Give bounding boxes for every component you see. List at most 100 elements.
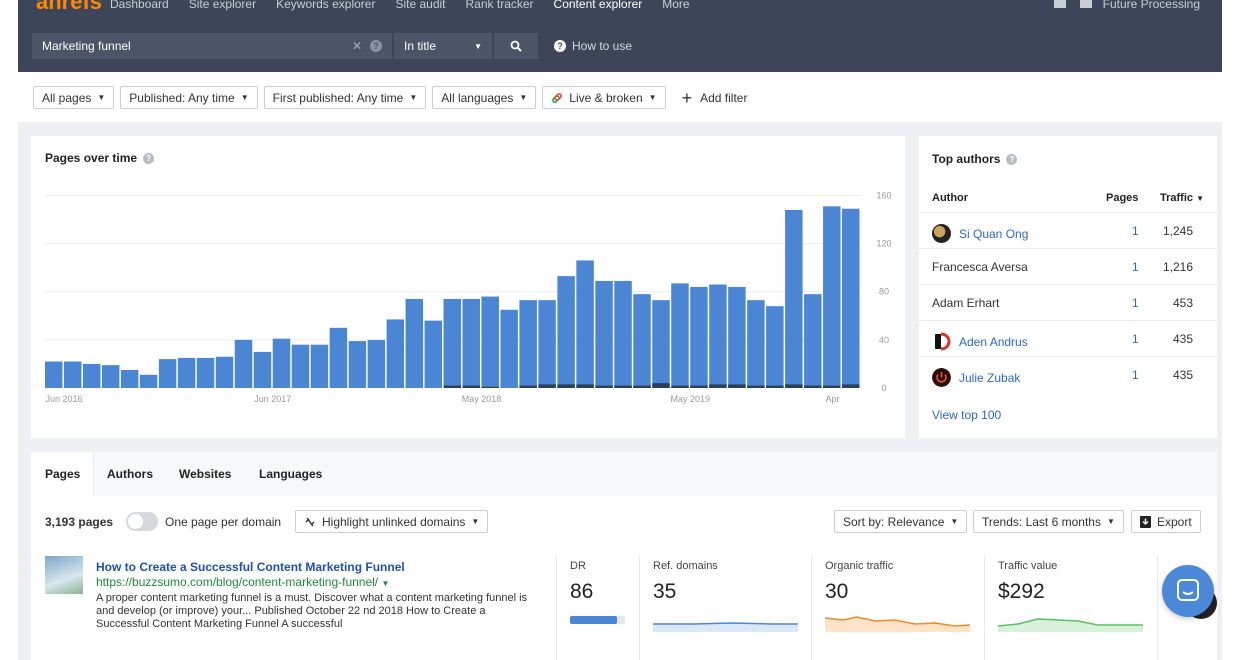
author-name-link[interactable]: Si Quan Ong bbox=[932, 224, 1028, 243]
search-button[interactable] bbox=[494, 33, 538, 59]
organic-traffic-sparkline bbox=[825, 616, 970, 632]
top-authors-card: Top authors ? Author Pages Traffic ▼ Si … bbox=[919, 136, 1217, 438]
how-to-use-label: How to use bbox=[572, 39, 633, 53]
settings-icon[interactable] bbox=[1054, 0, 1066, 8]
traffic-column-header[interactable]: Traffic ▼ bbox=[1160, 192, 1204, 204]
export-icon bbox=[1140, 515, 1151, 528]
user-menu[interactable]: Future Processing bbox=[1102, 0, 1200, 11]
extra-metric bbox=[1157, 556, 1205, 660]
ahrefs-logo[interactable]: ahrefs bbox=[36, 0, 103, 14]
tab-websites[interactable]: Websites bbox=[179, 467, 232, 481]
chevron-down-icon: ▼ bbox=[471, 517, 480, 526]
one-page-per-domain-toggle[interactable] bbox=[126, 512, 158, 531]
trends-select[interactable]: Trends: Last 6 months ▼ bbox=[973, 510, 1124, 533]
bar bbox=[234, 339, 253, 388]
nav-links: Dashboard Site explorer Keywords explore… bbox=[110, 0, 690, 11]
languages-filter[interactable]: All languages ▼ bbox=[432, 86, 537, 109]
chevron-down-icon: ▼ bbox=[381, 579, 390, 588]
ref-domains-metric: Ref. domains 35 bbox=[639, 556, 809, 660]
bar bbox=[291, 344, 310, 388]
nav-keywords-explorer[interactable]: Keywords explorer bbox=[276, 0, 376, 11]
top-navigation: ahrefs Dashboard Site explorer Keywords … bbox=[18, 0, 1222, 72]
author-row: Francesca Aversa 1 1,216 bbox=[919, 248, 1217, 284]
bar-secondary bbox=[747, 385, 765, 388]
author-name-link[interactable]: Julie Zubak bbox=[932, 368, 1020, 387]
author-traffic: 435 bbox=[1172, 368, 1193, 382]
languages-label: All languages bbox=[441, 90, 514, 105]
tab-pages[interactable]: Pages bbox=[31, 452, 94, 496]
author-traffic: 1,216 bbox=[1162, 260, 1193, 274]
chevron-down-icon: ▼ bbox=[950, 517, 959, 526]
highlight-unlinked-button[interactable]: Highlight unlinked domains ▼ bbox=[295, 510, 489, 533]
nav-rank-tracker[interactable]: Rank tracker bbox=[465, 0, 534, 11]
bar bbox=[272, 338, 291, 388]
top-authors-title: Top authors ? bbox=[932, 152, 1018, 166]
author-name-link[interactable]: Aden Andrus bbox=[932, 332, 1028, 351]
author-row: Aden Andrus 1 435 bbox=[919, 320, 1217, 356]
results-card: Pages Authors Websites Languages 3,193 p… bbox=[31, 452, 1217, 660]
sort-select[interactable]: Sort by: Relevance ▼ bbox=[834, 510, 968, 533]
bar bbox=[557, 276, 575, 388]
chevron-down-icon: ▼ bbox=[1106, 517, 1115, 526]
pages-column-header[interactable]: Pages bbox=[1106, 192, 1139, 204]
author-pages[interactable]: 1 bbox=[1132, 260, 1139, 274]
nav-more[interactable]: More bbox=[662, 0, 690, 11]
first-published-label: First published: Any time bbox=[272, 90, 404, 105]
author-pages[interactable]: 1 bbox=[1132, 332, 1139, 346]
y-tick-label: 40 bbox=[879, 335, 889, 345]
author-pages[interactable]: 1 bbox=[1132, 224, 1139, 238]
bar-secondary bbox=[842, 384, 860, 388]
bar bbox=[139, 374, 158, 388]
view-top-100-link[interactable]: View top 100 bbox=[932, 408, 1002, 422]
account-icon[interactable] bbox=[1080, 0, 1092, 8]
bar-secondary bbox=[481, 386, 499, 388]
dr-bar bbox=[570, 616, 625, 624]
bar-secondary bbox=[690, 385, 708, 388]
author-pages[interactable]: 1 bbox=[1132, 296, 1139, 310]
author-name: Francesca Aversa bbox=[932, 260, 1028, 274]
live-broken-label: Live & broken bbox=[569, 90, 643, 105]
nav-dashboard[interactable]: Dashboard bbox=[110, 0, 169, 11]
bar bbox=[519, 300, 537, 388]
bar bbox=[386, 319, 405, 388]
clear-icon[interactable]: ✕ bbox=[351, 39, 362, 53]
info-icon[interactable]: ? bbox=[1006, 153, 1018, 165]
help-icon[interactable]: ? bbox=[370, 40, 382, 52]
chat-button[interactable] bbox=[1162, 565, 1214, 617]
live-broken-filter[interactable]: Live & broken ▼ bbox=[542, 86, 666, 109]
bar bbox=[595, 280, 613, 388]
bar-secondary bbox=[633, 385, 651, 388]
author-pages[interactable]: 1 bbox=[1132, 368, 1139, 382]
author-name: Julie Zubak bbox=[959, 370, 1021, 385]
tab-languages[interactable]: Languages bbox=[259, 467, 323, 481]
result-title-link[interactable]: How to Create a Successful Content Marke… bbox=[96, 560, 405, 574]
highlight-unlinked-label: Highlight unlinked domains bbox=[322, 514, 466, 529]
bar bbox=[766, 306, 784, 388]
published-filter[interactable]: Published: Any time ▼ bbox=[120, 86, 258, 109]
bar-secondary bbox=[766, 385, 784, 388]
nav-content-explorer[interactable]: Content explorer bbox=[553, 0, 643, 11]
bar bbox=[120, 369, 139, 388]
export-button[interactable]: Export bbox=[1131, 510, 1201, 533]
add-filter-button[interactable]: + Add filter bbox=[682, 89, 748, 107]
search-input[interactable]: Marketing funnel ✕ ? bbox=[32, 33, 392, 59]
all-pages-filter[interactable]: All pages ▼ bbox=[33, 86, 115, 109]
how-to-use-link[interactable]: ? How to use bbox=[554, 39, 632, 53]
bar bbox=[614, 280, 632, 388]
bar bbox=[804, 294, 822, 388]
result-url-link[interactable]: https://buzzsumo.com/blog/content-market… bbox=[96, 575, 389, 589]
avatar bbox=[935, 332, 951, 351]
first-published-filter[interactable]: First published: Any time ▼ bbox=[263, 86, 427, 109]
bar bbox=[747, 300, 765, 388]
nav-site-explorer[interactable]: Site explorer bbox=[188, 0, 257, 11]
info-icon[interactable]: ? bbox=[143, 152, 155, 164]
nav-site-audit[interactable]: Site audit bbox=[395, 0, 446, 11]
traffic-value-sparkline bbox=[998, 618, 1143, 632]
avatar bbox=[932, 368, 951, 387]
traffic-value-metric: Traffic value $292 bbox=[984, 556, 1149, 660]
tab-authors[interactable]: Authors bbox=[107, 467, 153, 481]
search-bar: Marketing funnel ✕ ? In title ▼ ? How to… bbox=[32, 33, 632, 59]
search-mode-select[interactable]: In title ▼ bbox=[394, 33, 492, 59]
bar bbox=[196, 357, 215, 388]
bar-secondary bbox=[709, 384, 727, 388]
